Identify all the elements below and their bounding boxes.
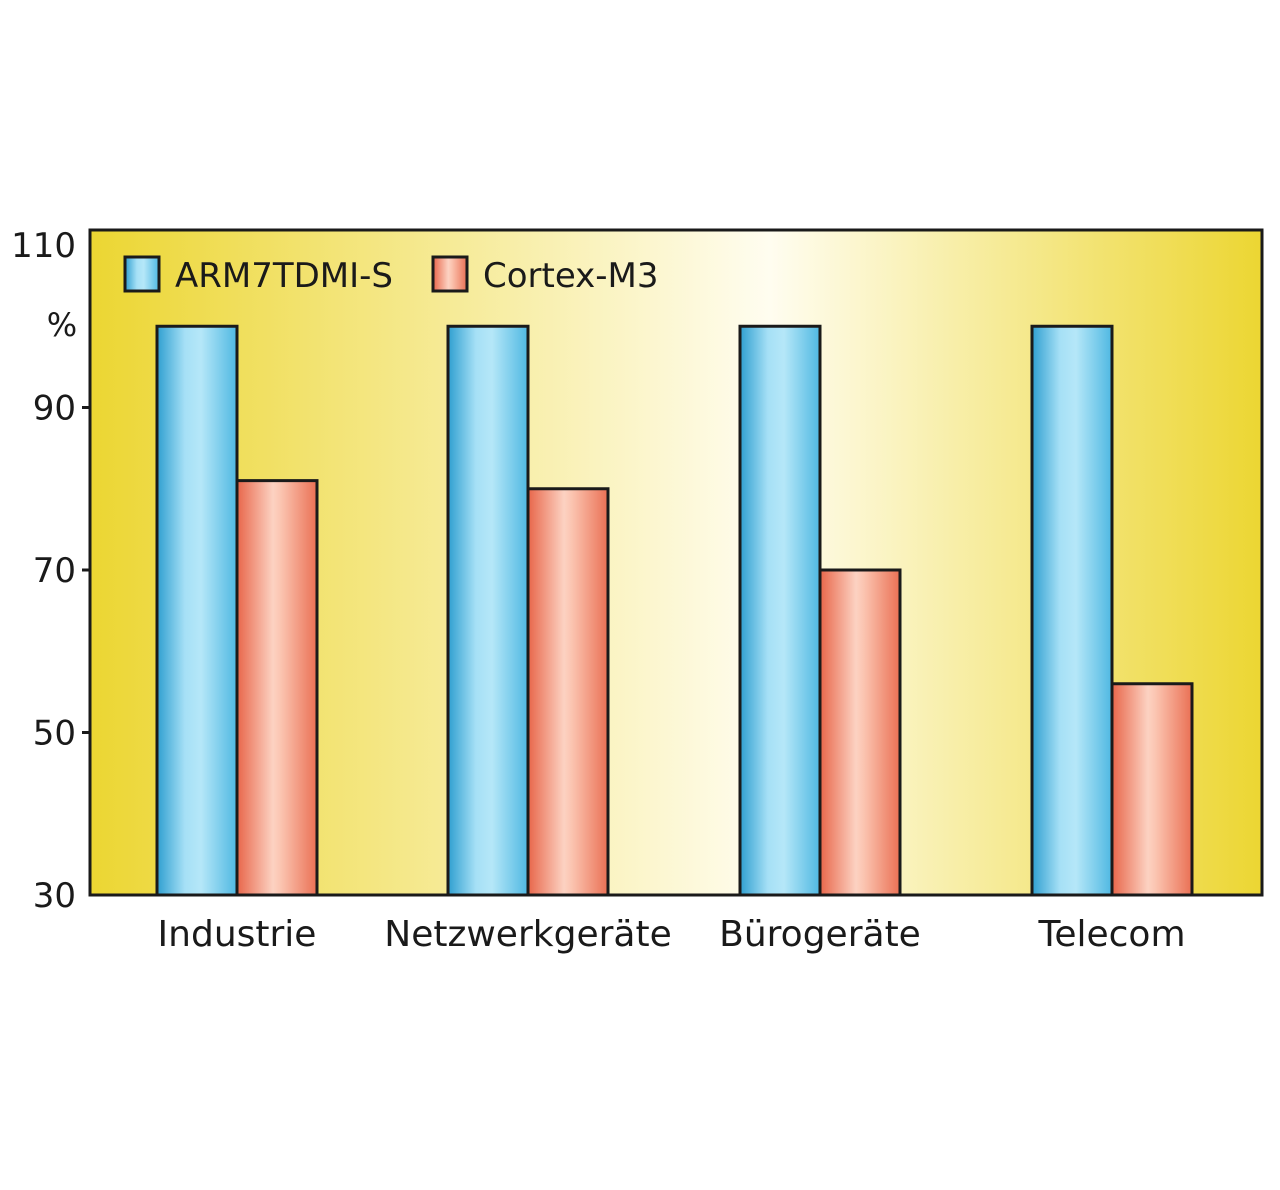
legend-swatch-arm7tdmi-s xyxy=(123,255,161,293)
legend-label: Cortex-M3 xyxy=(483,256,659,296)
y-tick-label: 30 xyxy=(33,876,76,916)
y-axis-unit-label: % xyxy=(47,306,77,344)
bar-cortex-m3-3 xyxy=(1110,682,1194,897)
x-category-label: Bürogeräte xyxy=(719,914,921,955)
bar-cortex-m3-0 xyxy=(235,479,319,897)
bar-arm7tdmi-s-1 xyxy=(446,324,530,897)
x-category-label: Netzwerkgeräte xyxy=(384,914,671,955)
y-axis: 30 50 70 90 110 xyxy=(11,226,90,916)
plot-frame xyxy=(88,228,1264,897)
bar-cortex-m3-2 xyxy=(818,568,902,897)
legend-label: ARM7TDMI-S xyxy=(175,256,393,296)
y-tick-label: 90 xyxy=(33,389,76,429)
y-tick-label: 50 xyxy=(33,714,76,754)
x-axis: Industrie Netzwerkgeräte Bürogeräte Telecom xyxy=(158,914,1186,955)
bars-group xyxy=(155,324,1194,897)
bar-arm7tdmi-s-3 xyxy=(1030,324,1114,897)
legend: ARM7TDMI-S Cortex-M3 xyxy=(123,255,659,296)
x-category-label: Telecom xyxy=(1037,914,1185,955)
x-category-label: Industrie xyxy=(158,914,317,955)
y-tick-label: 110 xyxy=(11,226,76,266)
legend-swatch-cortex-m3 xyxy=(431,255,469,293)
bar-arm7tdmi-s-2 xyxy=(738,324,822,897)
y-tick-label: 70 xyxy=(33,551,76,591)
bar-cortex-m3-1 xyxy=(526,487,610,897)
bar-arm7tdmi-s-0 xyxy=(155,324,239,897)
